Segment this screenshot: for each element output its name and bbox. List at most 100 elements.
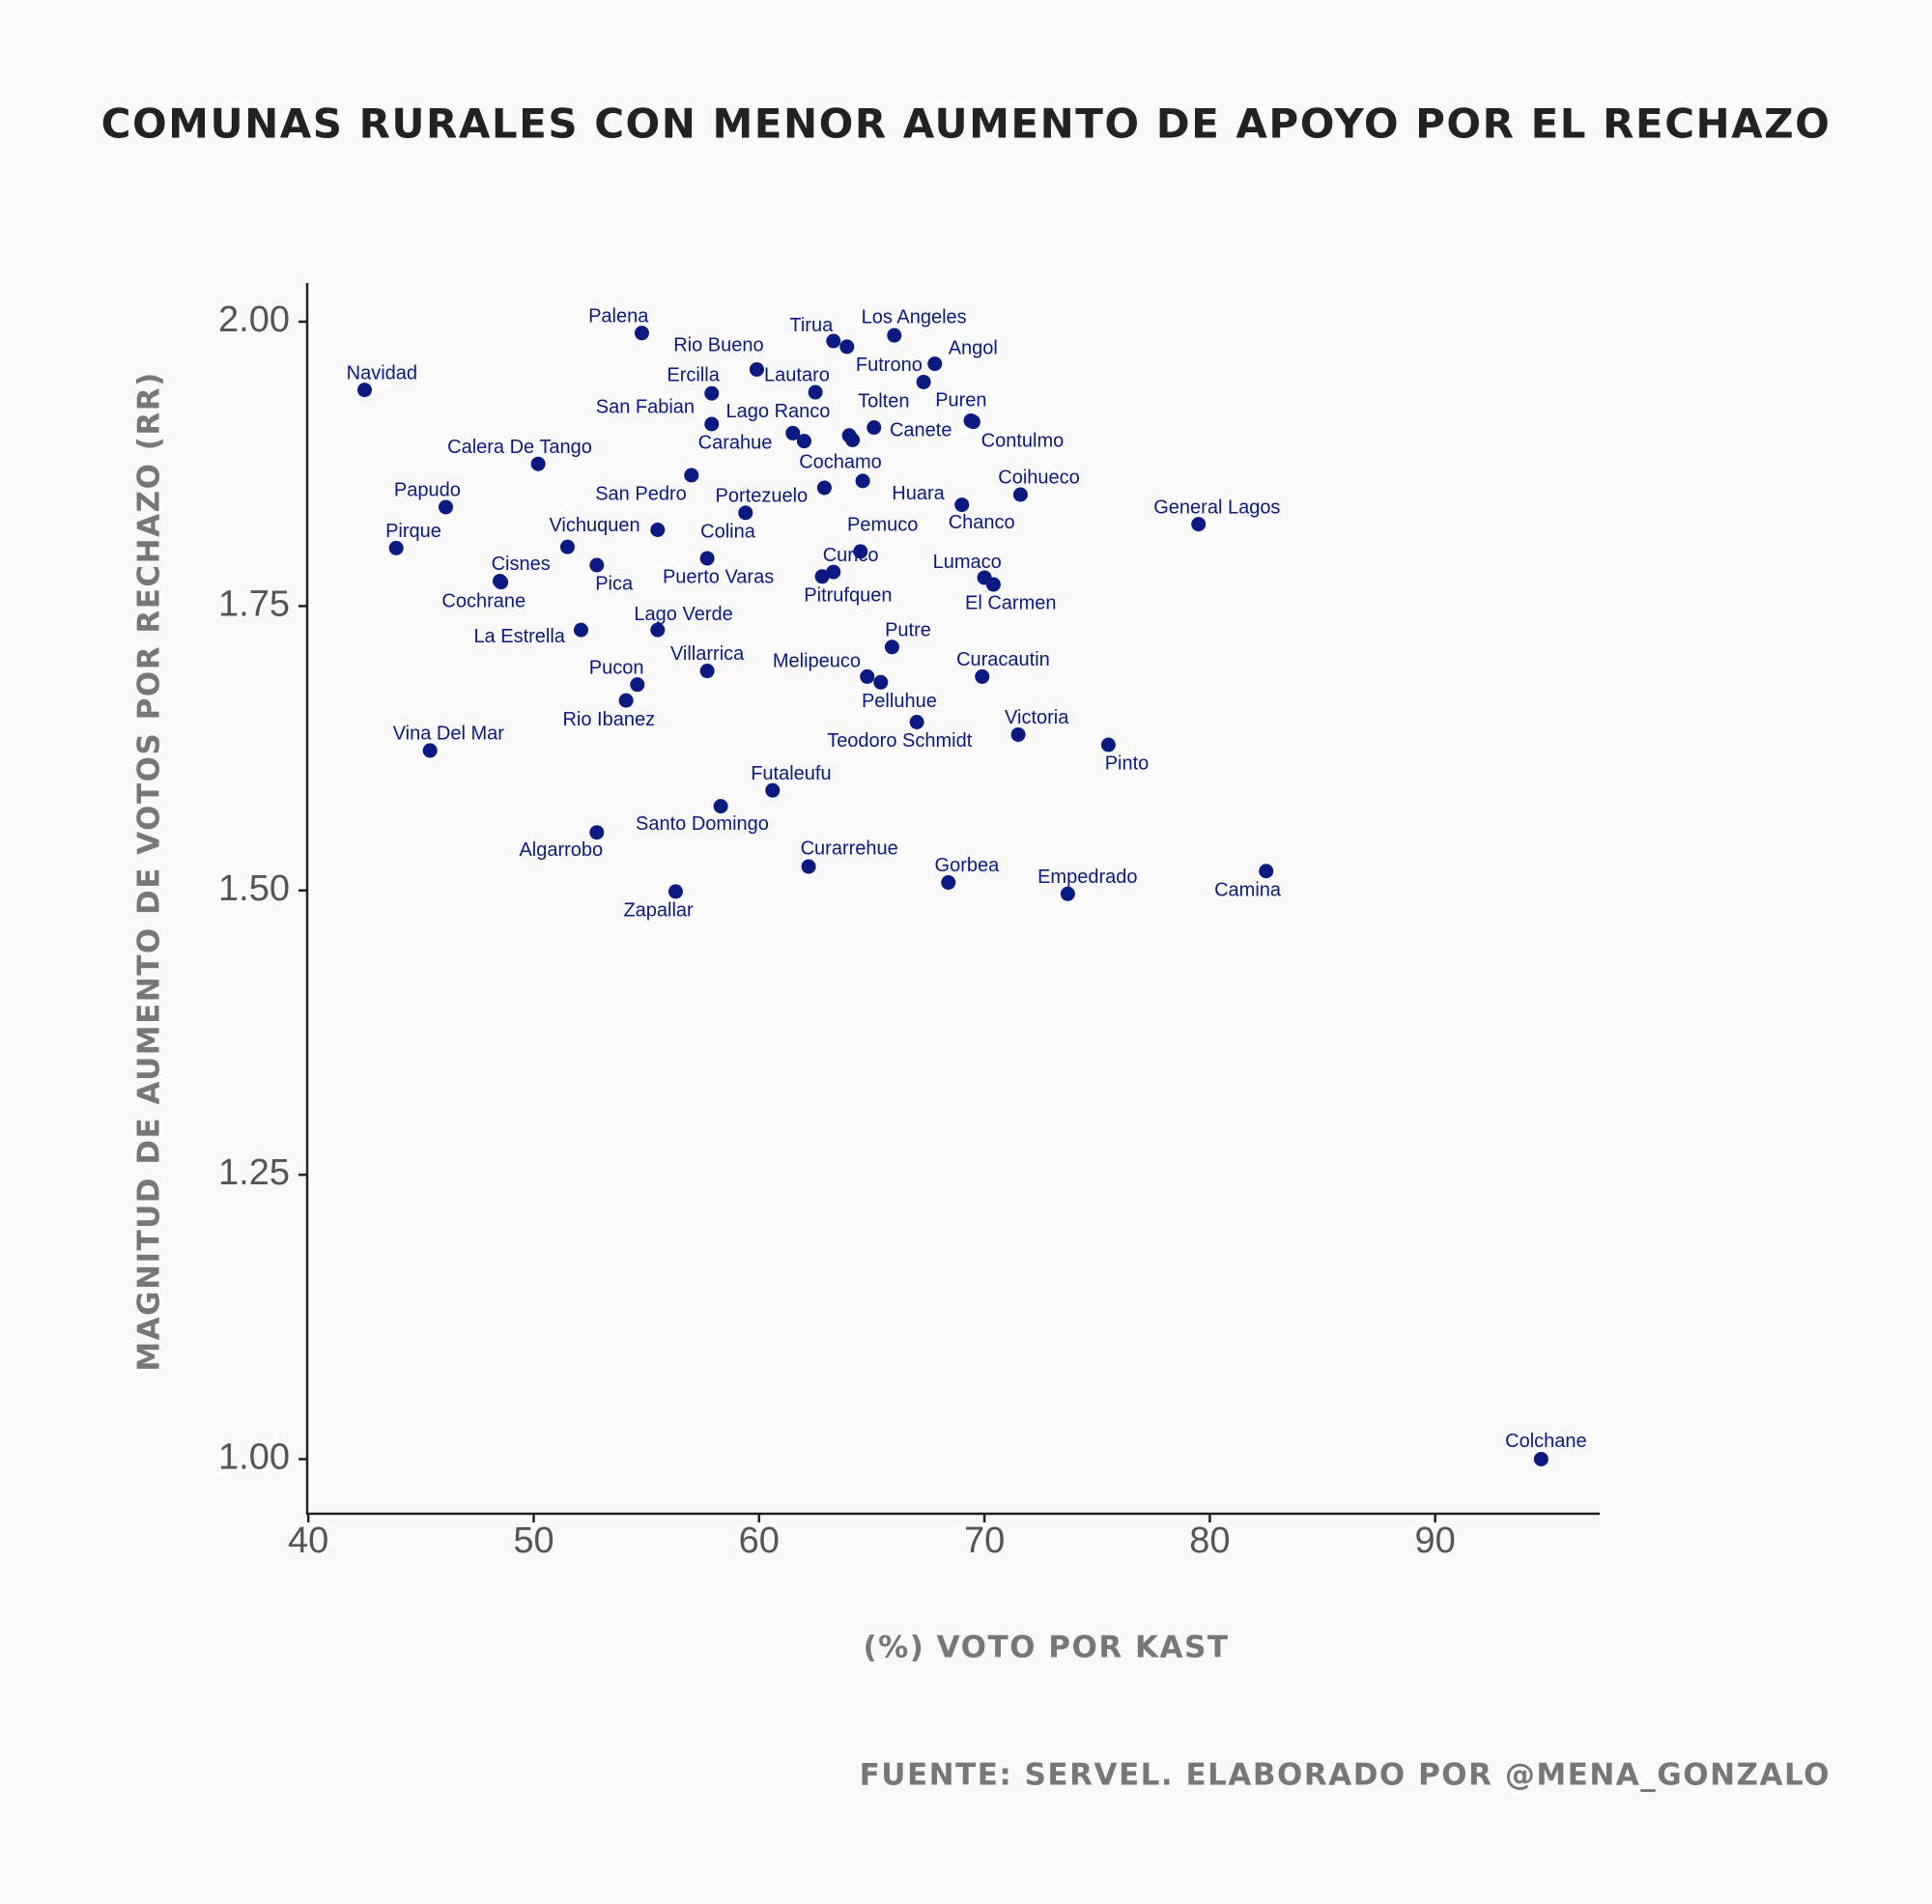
point-label: Pucon bbox=[589, 657, 644, 678]
point-label: Carahue bbox=[698, 432, 773, 453]
point-label: Pelluhue bbox=[862, 691, 937, 712]
point-label: Chanco bbox=[949, 512, 1015, 533]
point-label: Colina bbox=[700, 521, 756, 542]
point-label: Putre bbox=[885, 619, 931, 640]
point-label: Algarrobo bbox=[519, 839, 603, 861]
point bbox=[839, 339, 855, 355]
point bbox=[388, 540, 404, 555]
point-label: Portezuelo bbox=[716, 486, 809, 507]
point-label: Vina Del Mar bbox=[393, 724, 505, 745]
point bbox=[634, 326, 649, 341]
point-label: Papudo bbox=[394, 480, 461, 501]
point-label: Coihueco bbox=[998, 468, 1080, 489]
point-label: Tolten bbox=[858, 391, 909, 412]
point bbox=[699, 551, 715, 566]
point-label: Tirua bbox=[789, 315, 834, 336]
point bbox=[684, 468, 699, 483]
point bbox=[909, 714, 924, 729]
point-label: San Fabian bbox=[596, 397, 695, 418]
x-tick-label: 60 bbox=[739, 1520, 780, 1561]
point bbox=[668, 884, 683, 899]
point-label: Angol bbox=[949, 338, 998, 359]
point bbox=[589, 825, 605, 840]
point bbox=[853, 544, 868, 559]
point bbox=[589, 557, 605, 573]
point-label: San Pedro bbox=[595, 484, 687, 505]
point-label: Pemuco bbox=[847, 514, 918, 535]
point-label: Futaleufu bbox=[751, 763, 831, 784]
point bbox=[650, 622, 666, 638]
point-label: Contulmo bbox=[981, 430, 1065, 451]
point bbox=[927, 356, 943, 372]
point-label: Melipeuco bbox=[773, 650, 861, 671]
point-label: Villarrica bbox=[670, 643, 745, 665]
point-label: Curacautin bbox=[956, 649, 1050, 670]
point-label: General Lagos bbox=[1153, 497, 1280, 518]
point bbox=[422, 743, 438, 758]
point-label: Rio Bueno bbox=[673, 335, 763, 356]
point-label: Curico bbox=[823, 545, 879, 566]
point bbox=[808, 384, 823, 400]
point bbox=[887, 327, 902, 343]
point-label: Gorbea bbox=[935, 855, 1001, 876]
point bbox=[713, 799, 728, 814]
point bbox=[860, 668, 875, 684]
x-tick-label: 70 bbox=[964, 1520, 1005, 1561]
point bbox=[765, 782, 781, 798]
y-tick-label: 1.00 bbox=[218, 1437, 290, 1478]
point bbox=[855, 473, 870, 489]
point bbox=[975, 668, 990, 684]
point-label: Zapallar bbox=[623, 900, 694, 922]
point bbox=[438, 499, 453, 515]
y-tick-label: 1.75 bbox=[218, 583, 290, 624]
point-label: Los Angeles bbox=[862, 307, 967, 328]
point-label: Palena bbox=[588, 306, 649, 327]
y-axis-title: MAGNITUD DE AUMENTO DE VOTOS POR RECHAZO… bbox=[132, 371, 167, 1372]
point-label: Curarrehue bbox=[801, 838, 898, 859]
point bbox=[559, 539, 575, 554]
point-label: Ercilla bbox=[667, 365, 720, 386]
point bbox=[530, 456, 546, 471]
point-label: Lumaco bbox=[933, 552, 1002, 573]
point-label: Lago Verde bbox=[634, 604, 732, 625]
point-label: Futrono bbox=[856, 355, 923, 376]
point bbox=[573, 622, 588, 638]
point-label: Puren bbox=[935, 389, 986, 411]
point-label: Pirque bbox=[385, 521, 441, 542]
point-label: Colchane bbox=[1505, 1431, 1587, 1452]
point bbox=[1012, 487, 1028, 502]
x-tick-label: 90 bbox=[1415, 1520, 1456, 1561]
point-label: Lago Ranco bbox=[726, 401, 831, 422]
point-label: Canete bbox=[890, 420, 952, 441]
point bbox=[1259, 864, 1274, 879]
point-label: Calera De Tango bbox=[447, 437, 592, 458]
point bbox=[954, 497, 970, 513]
point bbox=[1533, 1451, 1548, 1466]
point-label: Santo Domingo bbox=[636, 813, 769, 835]
y-tick-label: 1.50 bbox=[218, 868, 290, 909]
point bbox=[801, 859, 816, 874]
point bbox=[796, 434, 811, 449]
point bbox=[816, 480, 832, 496]
point bbox=[785, 425, 801, 440]
point bbox=[618, 693, 634, 708]
point bbox=[941, 875, 956, 891]
point bbox=[867, 420, 882, 436]
point-label: Empedrado bbox=[1037, 867, 1137, 888]
point bbox=[699, 664, 715, 679]
point-label: Rio Ibanez bbox=[562, 709, 655, 730]
point-label: Navidad bbox=[347, 362, 417, 384]
point-label: Pica bbox=[595, 574, 634, 595]
point bbox=[985, 577, 1001, 592]
point bbox=[826, 333, 841, 349]
y-tick-label: 1.25 bbox=[218, 1152, 290, 1193]
point-label: Lautaro bbox=[764, 365, 830, 386]
point bbox=[1010, 726, 1026, 742]
point bbox=[356, 383, 372, 398]
point-label: Teodoro Schmidt bbox=[827, 730, 973, 752]
point bbox=[1060, 886, 1075, 901]
point bbox=[630, 677, 645, 693]
chart-title: COMUNAS RURALES CON MENOR AUMENTO DE APO… bbox=[101, 100, 1832, 148]
point bbox=[738, 505, 753, 521]
